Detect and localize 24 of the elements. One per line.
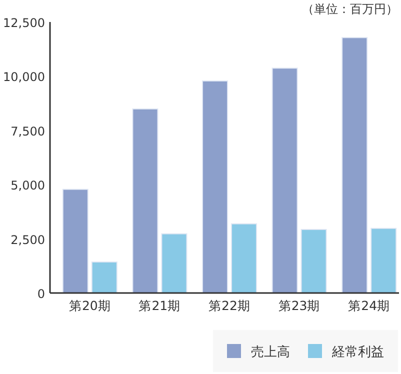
legend-label: 売上高 <box>251 344 290 360</box>
bar <box>231 223 257 294</box>
bar <box>342 37 368 294</box>
y-tick-label: 7,500 <box>10 124 45 138</box>
x-tick-label: 第20期 <box>68 298 111 313</box>
y-tick-label: 10,000 <box>3 70 45 84</box>
bar <box>62 188 88 294</box>
bar <box>300 228 327 294</box>
bar <box>132 108 158 294</box>
bar <box>161 233 188 294</box>
y-tick-label: 0 <box>37 287 45 301</box>
text: （単位：百万円） <box>302 2 398 16</box>
bar <box>370 228 397 294</box>
x-tick-label: 第24期 <box>348 298 390 313</box>
x-tick-label: 第21期 <box>138 298 181 313</box>
y-tick-label: 12,500 <box>3 16 45 30</box>
x-tick-label: 第22期 <box>208 298 250 313</box>
bar <box>202 80 228 294</box>
bar <box>272 68 298 294</box>
x-tick-label: 第23期 <box>278 298 320 313</box>
bar <box>91 262 118 294</box>
y-tick-label: 2,500 <box>10 232 45 247</box>
y-tick-label: 5,000 <box>10 178 45 193</box>
legend-label: 経常利益 <box>331 345 384 360</box>
